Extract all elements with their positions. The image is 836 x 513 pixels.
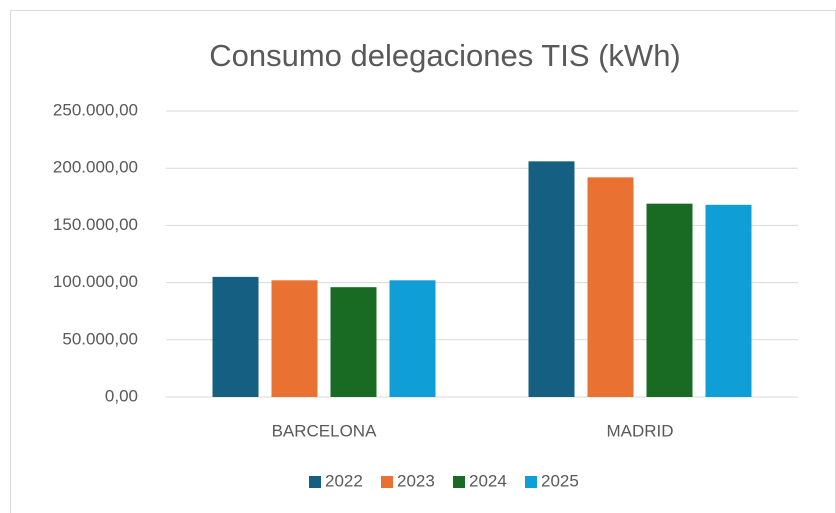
y-tick-label: 0,00 <box>105 386 138 405</box>
x-tick-label: MADRID <box>606 421 673 440</box>
legend-label: 2023 <box>397 471 435 490</box>
legend-swatch <box>525 476 537 488</box>
bar <box>212 276 259 397</box>
bar <box>587 177 634 397</box>
legend-label: 2022 <box>325 471 363 490</box>
legend-swatch <box>453 476 465 488</box>
legend-swatch <box>309 476 321 488</box>
y-tick-label: 200.000,00 <box>53 158 138 177</box>
legend-label: 2024 <box>469 471 507 490</box>
bar <box>330 287 377 397</box>
bar <box>705 204 752 397</box>
bar <box>528 161 575 397</box>
y-tick-label: 250.000,00 <box>53 100 138 119</box>
y-tick-label: 100.000,00 <box>53 272 138 291</box>
y-tick-label: 150.000,00 <box>53 215 138 234</box>
bar <box>646 203 693 397</box>
bar <box>271 280 318 397</box>
y-tick-label: 50.000,00 <box>62 329 138 348</box>
bar <box>389 280 436 397</box>
chart-border <box>10 10 836 513</box>
legend-swatch <box>381 476 393 488</box>
x-tick-label: BARCELONA <box>272 421 378 440</box>
chart-title: Consumo delegaciones TIS (kWh) <box>209 38 681 73</box>
legend-label: 2025 <box>541 471 579 490</box>
